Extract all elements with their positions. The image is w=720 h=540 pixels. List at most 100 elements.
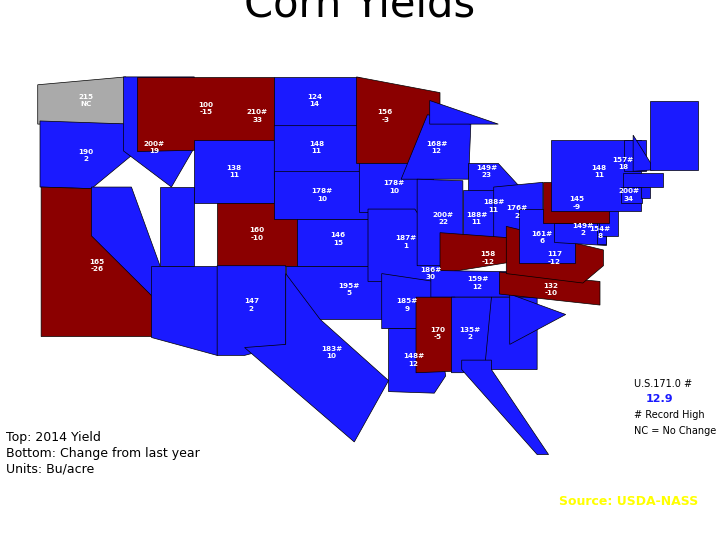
Polygon shape	[485, 297, 537, 369]
Text: 190
2: 190 2	[78, 149, 94, 163]
Text: 148#
12: 148# 12	[403, 353, 424, 367]
Text: 149#
2: 149# 2	[572, 223, 593, 237]
Polygon shape	[274, 77, 359, 126]
Text: 200#
19: 200# 19	[144, 141, 165, 154]
Polygon shape	[417, 179, 463, 266]
Polygon shape	[37, 77, 126, 124]
Text: 132
-10: 132 -10	[544, 282, 558, 296]
Polygon shape	[500, 272, 600, 305]
Polygon shape	[297, 219, 382, 266]
Text: 147
2: 147 2	[244, 298, 259, 312]
Polygon shape	[440, 233, 537, 274]
Text: Top: 2014 Yield: Top: 2014 Yield	[6, 431, 101, 444]
Text: 186#
30: 186# 30	[420, 267, 441, 280]
Text: 215
NC: 215 NC	[78, 94, 94, 107]
Text: 161#
6: 161# 6	[531, 231, 552, 244]
Text: 149#
23: 149# 23	[476, 165, 498, 178]
Text: 187#
1: 187# 1	[395, 235, 416, 249]
Text: 210#
33: 210# 33	[246, 110, 268, 123]
Text: Corn Yields: Corn Yields	[244, 0, 476, 25]
Polygon shape	[633, 135, 655, 171]
Polygon shape	[650, 100, 698, 170]
Text: Bottom: Change from last year: Bottom: Change from last year	[6, 447, 199, 460]
Polygon shape	[356, 77, 440, 164]
Polygon shape	[217, 266, 286, 355]
Polygon shape	[389, 329, 446, 393]
Polygon shape	[551, 140, 641, 211]
Text: Iowa State University: Iowa State University	[14, 492, 213, 510]
Polygon shape	[462, 360, 549, 455]
Polygon shape	[623, 173, 663, 187]
Text: 156
-3: 156 -3	[377, 110, 393, 123]
Text: 148
11: 148 11	[591, 165, 606, 178]
Text: 165
-26: 165 -26	[89, 259, 105, 273]
Text: Extension and Outreach/Department of Economics: Extension and Outreach/Department of Eco…	[14, 523, 279, 533]
Polygon shape	[416, 297, 457, 373]
Polygon shape	[41, 187, 153, 336]
Text: 124
14: 124 14	[307, 94, 322, 107]
Polygon shape	[599, 197, 618, 236]
Polygon shape	[430, 100, 498, 124]
Polygon shape	[123, 77, 194, 187]
Polygon shape	[40, 121, 132, 188]
Text: NC = No Change: NC = No Change	[634, 426, 716, 436]
Text: 168#
12: 168# 12	[426, 141, 447, 154]
Polygon shape	[274, 171, 374, 219]
Text: 183#
10: 183# 10	[321, 346, 342, 359]
Polygon shape	[543, 183, 609, 223]
Text: 158
-12: 158 -12	[480, 251, 495, 265]
Polygon shape	[494, 183, 543, 244]
Text: Ag Decision Maker: Ag Decision Maker	[536, 521, 698, 535]
Polygon shape	[91, 187, 160, 297]
Polygon shape	[554, 223, 606, 245]
Text: 185#
9: 185# 9	[396, 298, 418, 312]
Polygon shape	[274, 126, 361, 179]
Text: 138
11: 138 11	[227, 165, 242, 178]
Text: 178#
10: 178# 10	[384, 180, 405, 194]
Text: 175#
17: 175# 17	[624, 212, 645, 225]
Polygon shape	[510, 294, 566, 345]
Polygon shape	[368, 209, 457, 281]
Polygon shape	[641, 187, 650, 198]
Polygon shape	[506, 226, 603, 283]
Text: 148
11: 148 11	[309, 141, 324, 154]
Text: U.S.171.0 #: U.S.171.0 #	[634, 379, 693, 389]
Text: 159#
12: 159# 12	[467, 276, 488, 290]
Text: 170
-5: 170 -5	[431, 327, 445, 340]
Text: 146
15: 146 15	[330, 232, 346, 246]
Text: Source: USDA-NASS: Source: USDA-NASS	[559, 495, 698, 508]
Text: 135#
2: 135# 2	[459, 327, 480, 340]
Text: 200#
22: 200# 22	[433, 212, 454, 225]
Polygon shape	[137, 77, 274, 151]
Text: 200#
34: 200# 34	[618, 188, 639, 201]
Polygon shape	[431, 271, 531, 297]
Text: 188#
11: 188# 11	[483, 199, 505, 213]
Polygon shape	[451, 297, 492, 373]
Polygon shape	[217, 203, 297, 266]
Polygon shape	[194, 140, 274, 203]
Text: Units: Bu/acre: Units: Bu/acre	[6, 462, 94, 475]
Polygon shape	[621, 187, 642, 203]
Text: 145
-9: 145 -9	[570, 196, 585, 210]
Text: 160
-10: 160 -10	[250, 227, 265, 241]
Polygon shape	[624, 140, 646, 171]
Polygon shape	[245, 274, 389, 442]
Polygon shape	[401, 114, 471, 179]
Polygon shape	[463, 190, 494, 253]
Polygon shape	[469, 164, 520, 192]
Polygon shape	[359, 164, 433, 212]
Polygon shape	[597, 221, 606, 244]
Polygon shape	[286, 266, 384, 319]
Polygon shape	[382, 274, 455, 329]
Text: 188#
11: 188# 11	[466, 212, 487, 225]
Text: 154#
8: 154# 8	[590, 226, 611, 239]
Text: 176#
2: 176# 2	[506, 206, 527, 219]
Text: 12.9: 12.9	[646, 394, 673, 404]
Text: 100
-15: 100 -15	[198, 102, 213, 115]
Text: 117
-12: 117 -12	[546, 251, 562, 265]
Text: 157#
18: 157# 18	[612, 157, 634, 170]
Text: # Record High: # Record High	[634, 410, 705, 420]
Text: 178#
10: 178# 10	[312, 188, 333, 201]
Polygon shape	[160, 187, 194, 266]
Text: 195#
5: 195# 5	[338, 282, 359, 296]
